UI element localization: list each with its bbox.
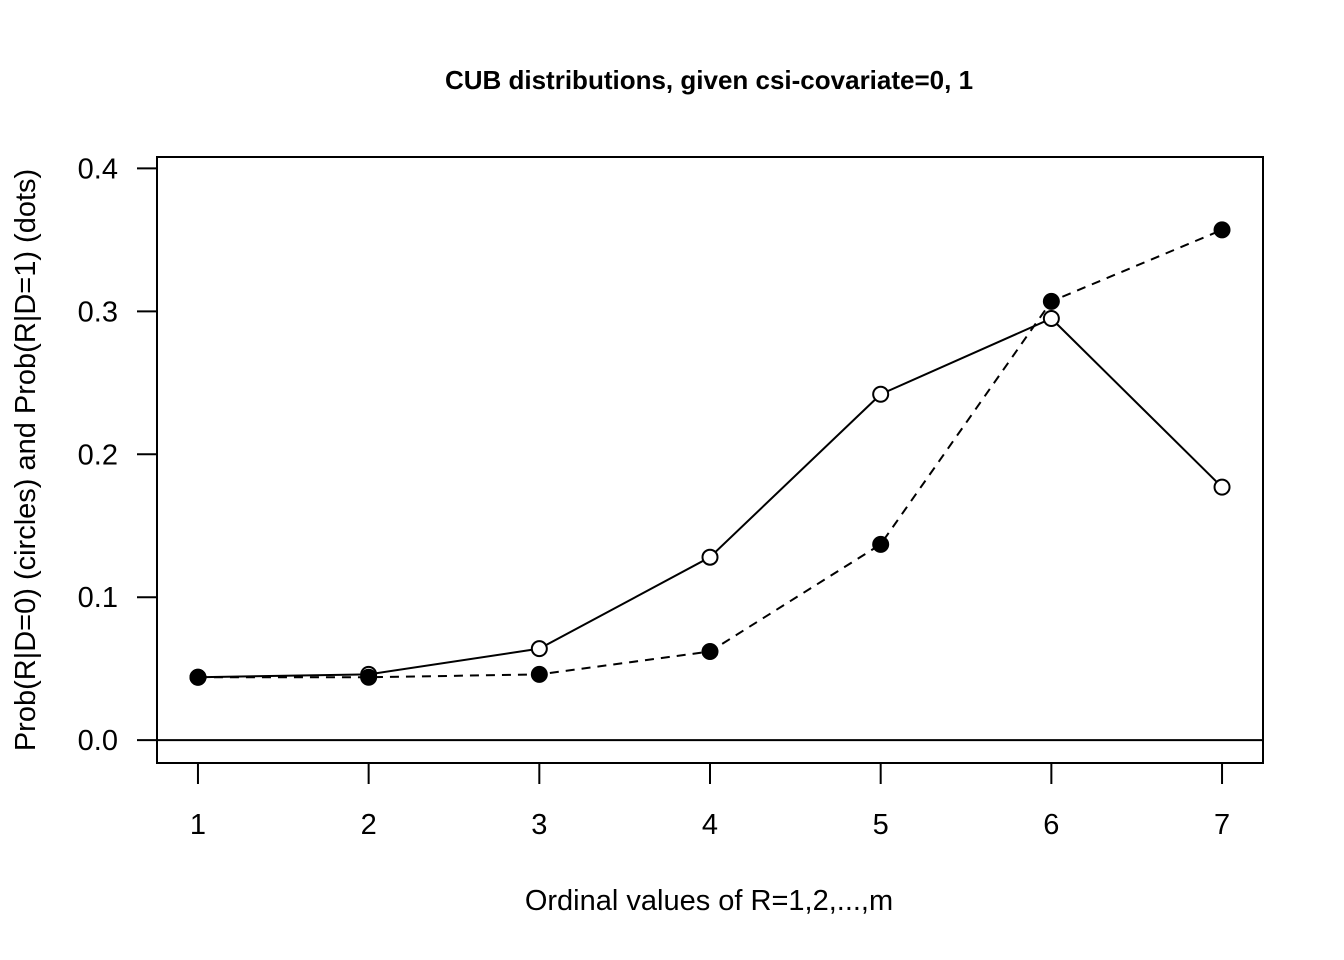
- chart-title: CUB distributions, given csi-covariate=0…: [445, 65, 973, 95]
- filled-dot-point: [872, 535, 890, 553]
- filled-dot-point: [1213, 221, 1231, 239]
- y-tick-label: 0.3: [78, 296, 118, 328]
- series-points: [189, 221, 1231, 686]
- filled-dot-point: [189, 668, 207, 686]
- open-circle-point: [530, 640, 548, 658]
- filled-dot-point: [1042, 292, 1060, 310]
- x-axis-label: Ordinal values of R=1,2,...,m: [525, 885, 893, 917]
- x-tick-label: 3: [531, 809, 547, 841]
- x-axis: 1 2 3 4 5 6 7: [190, 762, 1230, 841]
- series-line-2: [197, 228, 1223, 679]
- open-circle-point: [872, 385, 890, 403]
- y-tick-label: 0.1: [78, 582, 118, 614]
- y-axis: 0.0 0.1 0.2 0.3 0.4: [78, 153, 158, 757]
- x-tick-label: 2: [361, 809, 377, 841]
- y-tick-label: 0.2: [78, 439, 118, 471]
- x-tick-label: 4: [702, 809, 718, 841]
- y-axis-label: Prob(R|D=0) (circles) and Prob(R|D=1) (d…: [10, 169, 42, 751]
- y-tick-label: 0.0: [78, 725, 118, 757]
- open-circle-point: [701, 548, 719, 566]
- open-circle-point: [1213, 478, 1231, 496]
- series-layer: [189, 221, 1231, 686]
- x-tick-label: 6: [1043, 809, 1059, 841]
- series-lines: [197, 228, 1223, 679]
- x-tick-label: 7: [1214, 809, 1230, 841]
- series-line-1: [197, 317, 1223, 679]
- y-tick-label: 0.4: [78, 153, 118, 185]
- plot-frame: [156, 156, 1264, 764]
- x-tick-label: 5: [873, 809, 889, 841]
- x-tick-label: 1: [190, 809, 206, 841]
- filled-dot-point: [530, 665, 548, 683]
- filled-dot-point: [701, 643, 719, 661]
- filled-dot-point: [360, 668, 378, 686]
- open-circle-point: [1042, 310, 1060, 328]
